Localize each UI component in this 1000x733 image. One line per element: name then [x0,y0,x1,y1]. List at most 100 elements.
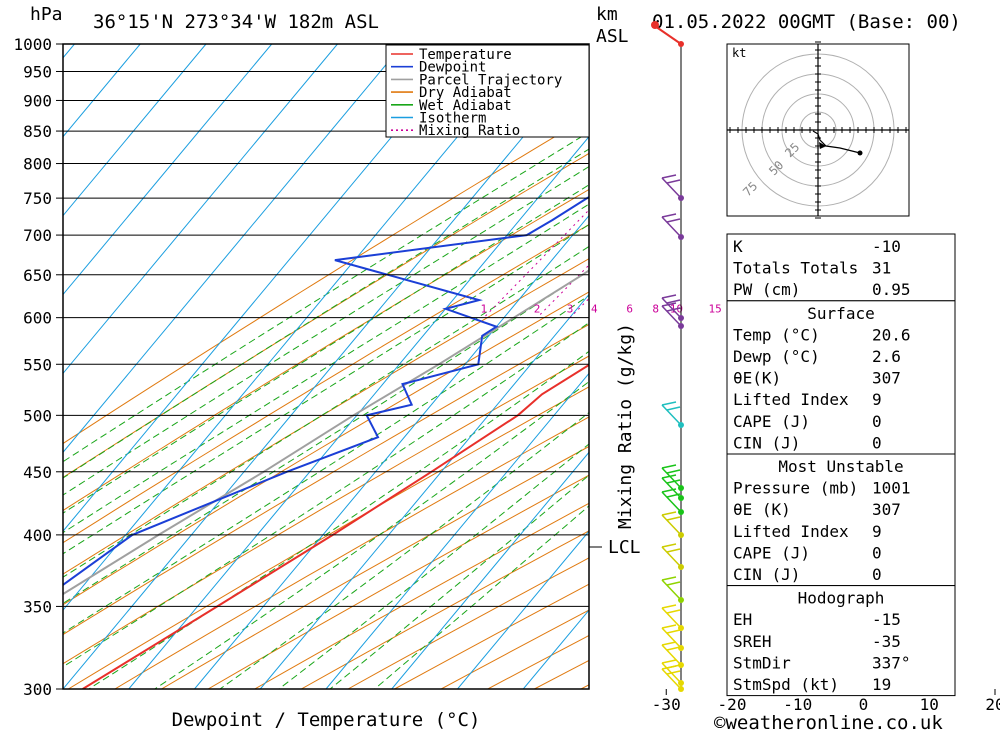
x-axis-label: Dewpoint / Temperature (°C) [172,709,481,731]
mixing-ratio-tick: 6 [626,303,633,316]
series-dewpoint [63,196,589,587]
wet-adiabat [63,148,589,479]
legend-label: Mixing Ratio [419,123,520,139]
isotherm [63,44,338,375]
location-title: 36°15'N 273°34'W 182m ASL [93,11,379,33]
mixing-ratio-tick: 3 [567,303,574,316]
index-value: 307 [872,500,901,519]
temperature-tick-label: 20 [985,695,1000,714]
hodograph-unit: kt [732,46,746,60]
index-value: 307 [872,369,901,388]
pressure-tick-label: 650 [23,266,52,285]
index-value: 0 [872,412,882,431]
isotherm [194,214,589,689]
legend-label: Isotherm [419,111,486,127]
pressure-axis: 300 350 400 450 500 550 600 650 700 750 800 850 900 9… [13,35,589,699]
legend-label: Dry Adiabat [419,85,512,101]
index-value: -15 [872,610,901,629]
pressure-tick-label: 550 [23,355,52,374]
index-label: Pressure (mb) [733,479,858,498]
temperature-tick-label: 10 [920,695,939,714]
index-label: θE (K) [733,500,791,519]
index-value: 0.95 [872,280,911,299]
indices-section-title: Most Unstable [778,457,903,476]
legend-label: Parcel Trajectory [419,72,562,88]
wet-adiabat [63,184,589,514]
lcl-label: LCL [608,537,641,558]
mixing-ratio-tick: 8 [652,303,659,316]
index-label: PW (cm) [733,280,800,299]
isotherm [63,44,207,217]
wind-marker [678,41,684,47]
isotherm [128,135,589,689]
plot-frame [62,43,590,690]
isotherm [391,451,589,689]
mixing-ratio-axis-label: Mixing Ratio (g/kg) [615,323,636,529]
isotherm [325,372,589,689]
dry-adiabat [161,445,589,689]
dry-adiabat [207,474,589,689]
wet-adiabat [329,474,589,689]
index-value: -10 [872,237,901,256]
wet-adiabat [374,505,589,689]
legend-label: Dewpoint [419,60,486,76]
wet-adiabat [154,380,589,689]
isotherm [63,44,273,296]
index-label: Lifted Index [733,390,849,409]
index-label: Lifted Index [733,522,849,541]
temperature-tick-label: 0 [859,695,869,714]
legend-label: Wet Adiabat [419,98,512,114]
index-value: 9 [872,390,882,409]
wet-adiabat [63,165,589,496]
indices-section-title: Surface [807,304,874,323]
index-value: 0 [872,433,882,452]
pressure-tick-label: 850 [23,122,52,141]
index-value: 9 [872,522,882,541]
pressure-tick-label: 400 [23,526,52,545]
dry-adiabat [63,291,589,606]
dry-adiabat [63,355,589,665]
pressure-tick-label: 800 [23,155,52,174]
hpa-label: hPa [30,4,63,25]
indices-section-title: Hodograph [798,589,885,608]
wet-adiabat [63,269,589,604]
isotherm [63,57,589,689]
pressure-tick-label: 600 [23,309,52,328]
series-temperature [82,363,589,689]
mixing-ratio-tick: 15 [709,303,722,316]
pressure-tick-label: 450 [23,463,52,482]
pressure-tick-label: 1000 [13,35,52,54]
index-label: Temp (°C) [733,325,820,344]
index-value: 2.6 [872,347,901,366]
copyright: ©weatheronline.co.uk [714,712,943,733]
dry-adiabat [63,115,589,445]
pressure-tick-label: 300 [23,680,52,699]
index-label: CIN (J) [733,433,800,452]
indices-table: K -10 Totals Totals 31 PW (cm) 0.95 Surface Tem… [726,233,956,697]
temperature-axis: -30-20-10010203040 [652,689,1000,714]
dry-adiabat [114,416,589,689]
temperature-tick-label: -20 [718,695,747,714]
index-value: 31 [872,259,891,278]
temperature-tick-label: -30 [652,695,681,714]
index-label: CAPE (J) [733,412,810,431]
mixing-ratio-tick: 2 [534,303,541,316]
isotherm [457,530,589,689]
index-label: SREH [733,632,772,651]
index-label: StmSpd (kt) [733,675,839,694]
index-label: Dewp (°C) [733,347,820,366]
index-value: 20.6 [872,325,911,344]
wet-adiabat [63,245,589,578]
index-label: StmDir [733,653,791,672]
isotherm [259,293,589,689]
pressure-tick-label: 350 [23,597,52,616]
index-label: K [733,237,743,256]
isotherm [63,44,141,138]
pressure-tick-label: 700 [23,226,52,245]
index-value: 19 [872,675,891,694]
isotherm [63,44,536,611]
wet-adiabat [278,443,589,689]
asl-label: ASL [596,26,629,47]
isotherm [63,44,404,454]
